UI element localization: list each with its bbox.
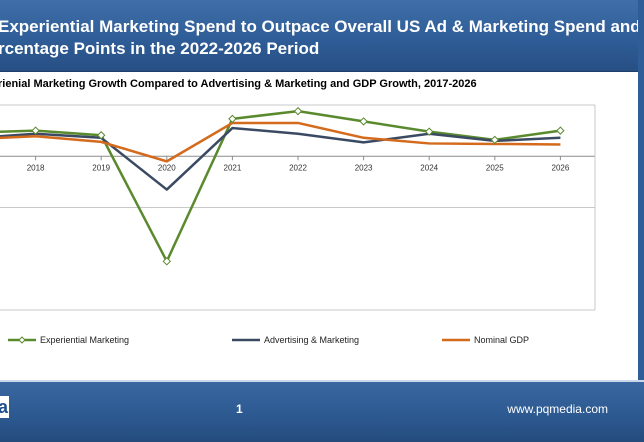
- brand-logo: a: [0, 396, 9, 418]
- data-point-0-1: [31, 126, 40, 135]
- data-point-0-9: [556, 126, 565, 135]
- x-tick-label-2020: 2020: [158, 163, 176, 172]
- line-chart: 2018 2019 2020 2021 2022 2023 2024 2025 2026 Expe…: [0, 104, 596, 345]
- chart-title: rienial Marketing Growth Compared to Adv…: [0, 78, 477, 90]
- legend-label-1: Advertising & Marketing: [264, 335, 359, 345]
- series-line-0: [0, 109, 561, 263]
- legend-label-0: Experiential Marketing: [40, 335, 129, 345]
- data-point-0-7: [424, 127, 434, 136]
- x-tick-label-2023: 2023: [355, 163, 373, 172]
- data-point-0-3: [162, 257, 172, 266]
- slide-title-line-2: rcentage Points in the 2022-2026 Period: [0, 39, 320, 58]
- data-point-0-4: [228, 114, 237, 124]
- data-point-0-8: [490, 135, 500, 145]
- x-tick-label-2021: 2021: [224, 163, 242, 172]
- x-tick-label-2026: 2026: [552, 163, 570, 172]
- data-point-0-5: [293, 106, 303, 116]
- page-number: 1: [236, 402, 243, 416]
- slide-header: Experiential Marketing Spend to Outpace …: [0, 0, 644, 72]
- right-accent-bar: [638, 0, 644, 440]
- series-line-2: [0, 121, 561, 163]
- website-url[interactable]: www.pqmedia.com: [507, 402, 608, 416]
- data-point-0-6: [359, 117, 368, 126]
- data-point-0-2: [96, 131, 106, 140]
- slide-footer: a 1 www.pqmedia.com: [0, 380, 644, 442]
- series-line-1: [0, 126, 561, 191]
- x-tick-label-2018: 2018: [27, 163, 45, 172]
- x-tick-label-2024: 2024: [420, 163, 438, 172]
- legend-marker-0: [18, 336, 26, 344]
- x-tick-label-2019: 2019: [92, 163, 110, 172]
- x-tick-label-2025: 2025: [486, 163, 504, 172]
- slide-title-line-1: Experiential Marketing Spend to Outpace …: [0, 17, 641, 36]
- x-tick-label-2022: 2022: [289, 163, 307, 172]
- legend-label-2: Nominal GDP: [474, 335, 529, 345]
